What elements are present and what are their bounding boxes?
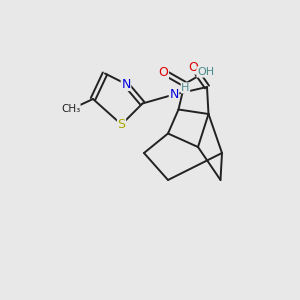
Text: N: N [121,77,131,91]
Text: O: O [189,61,198,74]
Text: N: N [169,88,179,101]
Text: OH: OH [197,67,214,77]
Text: S: S [118,118,125,131]
Text: CH₃: CH₃ [61,104,80,115]
Text: O: O [159,65,168,79]
Text: H: H [181,83,190,93]
